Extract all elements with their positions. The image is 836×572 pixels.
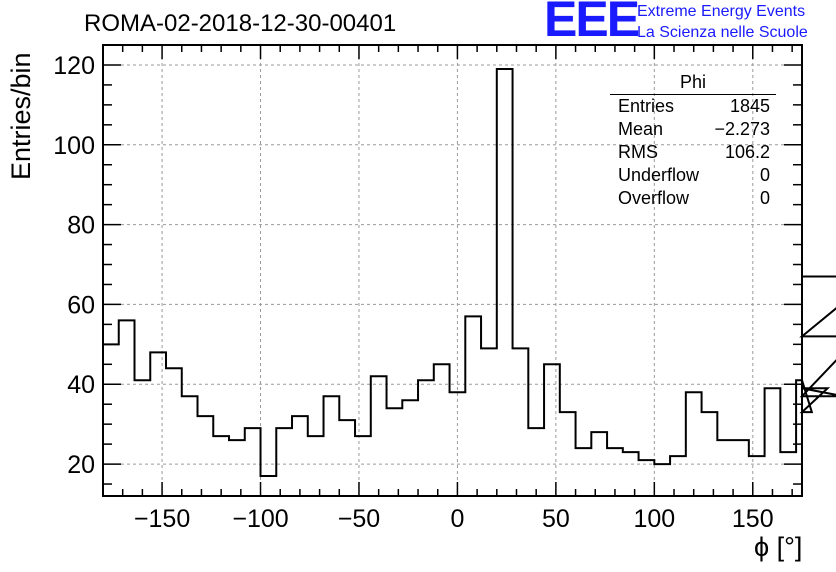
histogram-bin	[324, 396, 340, 496]
stat-label: Overflow	[618, 188, 690, 208]
run-title: ROMA-02-2018-12-30-00401	[84, 10, 397, 37]
stat-value: 1845	[729, 96, 770, 116]
stats-title: Phi	[610, 72, 776, 95]
axis-ticks	[103, 44, 802, 496]
histogram-bin	[245, 428, 261, 496]
stat-row-underflow: Underflow 0	[610, 164, 776, 187]
histogram-bin	[119, 320, 135, 496]
histogram-bin	[749, 456, 765, 496]
histogram-bin	[576, 448, 592, 496]
histogram-bin	[765, 388, 781, 496]
y-tick-label: 80	[67, 212, 95, 240]
histogram-bin	[387, 408, 403, 496]
histogram-bin	[355, 436, 371, 496]
y-tick-label: 60	[67, 291, 95, 319]
stat-value: −2.273	[714, 119, 770, 139]
eee-logo: EEE	[544, 0, 640, 47]
histogram-bin	[103, 344, 119, 496]
histogram-bin	[371, 376, 387, 496]
stat-value: 106.2	[724, 142, 770, 162]
x-tick-label: 50	[542, 505, 570, 533]
x-tick-label: 100	[633, 505, 675, 533]
histogram-bin	[229, 440, 245, 496]
histogram-bin	[702, 412, 718, 496]
plot-frame	[102, 44, 803, 497]
histogram-bin	[560, 412, 576, 496]
histogram-bin	[339, 420, 355, 496]
x-axis-label: ϕ [°]	[754, 532, 803, 562]
x-tick-label: 150	[732, 505, 774, 533]
histogram-bin	[213, 436, 229, 496]
grid-lines	[103, 45, 802, 496]
stat-value: 0	[759, 165, 770, 185]
stat-label: RMS	[618, 142, 658, 162]
stat-value: 0	[759, 188, 770, 208]
histogram-bin	[434, 364, 450, 496]
histogram-bin	[450, 392, 466, 496]
histogram-bin	[544, 364, 560, 496]
histogram-bin	[465, 316, 481, 496]
histogram-bin	[418, 380, 434, 496]
x-tick-label: −100	[232, 505, 288, 533]
stats-box: Phi Entries 1845 Mean −2.273 RMS 106.2 U…	[610, 72, 776, 210]
histogram-bin	[780, 452, 796, 496]
histogram-bin	[607, 448, 623, 496]
histogram-bin	[591, 432, 607, 496]
stat-label: Underflow	[618, 165, 700, 185]
histogram-bin	[135, 380, 151, 496]
x-tick-label: 0	[450, 505, 464, 533]
logo-caption-line2: La Scienza nelle Scuole	[637, 24, 808, 41]
histogram-bin	[639, 460, 655, 496]
histogram-bin	[654, 464, 670, 496]
stat-row-overflow: Overflow 0	[610, 187, 776, 210]
stat-label: Entries	[618, 96, 675, 116]
histogram-bin	[402, 400, 418, 496]
y-tick-label: 100	[53, 132, 95, 160]
y-tick-label: 120	[53, 52, 95, 80]
x-tick-label: −50	[338, 505, 380, 533]
histogram-bin	[481, 348, 497, 496]
y-axis-label: Entries/bin	[6, 52, 36, 180]
y-tick-label: 40	[67, 371, 95, 399]
histogram-bin	[292, 416, 308, 496]
histogram-bin	[182, 396, 198, 496]
tick-labels: −150 −100 −50 0 50 100 150 20 40 60 80 100 120	[53, 52, 773, 533]
y-tick-label: 20	[67, 451, 95, 479]
histogram-bin	[528, 428, 544, 496]
stat-label: Mean	[618, 119, 664, 139]
histogram-bin	[513, 348, 529, 496]
histogram-bin	[198, 416, 214, 496]
x-tick-label: −150	[134, 505, 190, 533]
histogram-bin	[166, 368, 182, 496]
histogram-bin	[150, 352, 166, 496]
histogram-bin	[497, 69, 513, 496]
histogram-bin	[717, 440, 733, 496]
histogram-bin	[733, 440, 749, 496]
histogram-bin	[686, 392, 702, 496]
histogram-bin	[276, 428, 292, 496]
histogram-bin	[261, 476, 277, 496]
histogram-step-line	[102, 67, 836, 496]
logo-caption-line1: Extreme Energy Events	[637, 3, 806, 20]
stat-row-rms: RMS 106.2	[610, 141, 776, 164]
stat-row-mean: Mean −2.273	[610, 118, 776, 141]
stat-row-entries: Entries 1845	[610, 95, 776, 118]
histogram-bin	[623, 452, 639, 496]
histogram-bin	[670, 456, 686, 496]
histogram-bin	[308, 436, 324, 496]
